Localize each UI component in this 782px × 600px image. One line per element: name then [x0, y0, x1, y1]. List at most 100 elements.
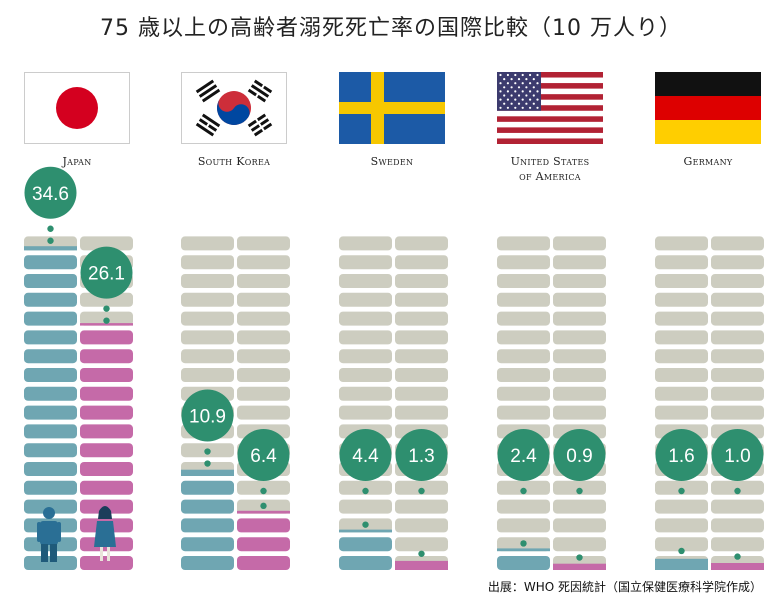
bar-segment-japan-1-10: [80, 368, 133, 382]
bar-segment-germany-0-10: [655, 368, 708, 382]
bar-segment-sweden-0-13: [339, 311, 392, 326]
bar-segment-south-korea-0-1: [181, 537, 234, 552]
bar-segment-sweden-0-14: [339, 292, 392, 307]
bar-segment-south-korea-0-17: [181, 236, 234, 251]
bar-partial-south-korea-0: [181, 469, 234, 476]
bar-segment-sweden-1-17: [395, 236, 448, 251]
bar-segment-united-states-of-america-1-1: [553, 537, 606, 552]
bar-segment-south-korea-1-8: [237, 405, 290, 420]
bar-segment-germany-0-17: [655, 236, 708, 251]
bar-segment-japan-0-12: [24, 330, 77, 345]
connector-dot-united-states-of-america-0: [520, 540, 527, 547]
value-label-japan-1: 26.1: [88, 264, 125, 285]
bar-segment-sweden-0-3: [339, 499, 392, 514]
connector-dot-japan-1: [103, 317, 110, 324]
bar-segment-germany-0-15: [655, 274, 708, 288]
bar-segment-japan-0-3: [24, 499, 77, 514]
south-korea-flag: [181, 72, 287, 144]
bar-partial-sweden-1: [395, 560, 448, 570]
bar-segment-united-states-of-america-1-16: [553, 255, 606, 270]
chart-title: 75 歳以上の高齢者溺死死亡率の国際比較（10 万人り）: [100, 16, 682, 41]
bar-segment-united-states-of-america-0-0: [497, 556, 550, 570]
bar-segment-sweden-0-10: [339, 368, 392, 382]
bar-segment-germany-0-1: [655, 537, 708, 552]
bar-segment-south-korea-1-13: [237, 311, 290, 326]
bar-segment-sweden-0-16: [339, 255, 392, 270]
connector-dot-germany-1: [734, 553, 741, 560]
bar-segment-japan-0-0: [24, 556, 77, 570]
bar-segment-germany-1-16: [711, 255, 764, 270]
value-label-south-korea-1: 6.4: [250, 446, 277, 467]
woman-icon: [94, 506, 116, 561]
bar-partial-united-states-of-america-0: [497, 548, 550, 552]
bar-segment-japan-1-4: [80, 480, 133, 495]
bar-segment-japan-0-13: [24, 311, 77, 326]
connector-dot-sweden-0: [362, 487, 369, 495]
bar-segment-south-korea-0-11: [181, 349, 234, 364]
bar-segment-sweden-1-3: [395, 499, 448, 514]
bar-segment-germany-1-13: [711, 311, 764, 326]
bar-segment-japan-1-5: [80, 462, 133, 476]
bar-segment-sweden-1-13: [395, 311, 448, 326]
bar-segment-united-states-of-america-1-17: [553, 236, 606, 251]
bar-segment-japan-0-10: [24, 368, 77, 382]
bar-segment-germany-0-8: [655, 405, 708, 420]
value-label-sweden-1: 1.3: [408, 446, 434, 467]
connector-dot-south-korea-1: [260, 502, 267, 510]
bar-segment-united-states-of-america-0-3: [497, 499, 550, 514]
bar-segment-germany-1-4: [711, 480, 764, 495]
bar-segment-japan-1-9: [80, 386, 133, 401]
value-label-united-states-of-america-1: 0.9: [566, 446, 592, 467]
bar-segment-sweden-1-14: [395, 292, 448, 307]
bar-segment-sweden-0-17: [339, 236, 392, 251]
bar-segment-sweden-1-1: [395, 537, 448, 552]
bar-segment-south-korea-1-0: [237, 556, 290, 570]
bar-segment-germany-1-1: [711, 537, 764, 552]
bar-segment-germany-1-3: [711, 499, 764, 514]
bar-segment-japan-0-11: [24, 349, 77, 364]
bar-segment-japan-1-8: [80, 405, 133, 420]
country-name-japan: Japan: [62, 155, 92, 168]
bar-segment-south-korea-0-2: [181, 518, 234, 533]
bar-segment-united-states-of-america-0-13: [497, 311, 550, 326]
bar-segment-south-korea-1-2: [237, 518, 290, 533]
bar-segment-germany-0-14: [655, 292, 708, 307]
bar-segment-sweden-1-9: [395, 386, 448, 401]
value-bubble-japan-1: [80, 246, 133, 299]
bar-segment-japan-1-7: [80, 424, 133, 439]
value-bubble-germany-1: [711, 429, 764, 481]
bar-segment-sweden-0-15: [339, 274, 392, 288]
bar-segment-germany-0-16: [655, 255, 708, 270]
bar-segment-sweden-1-15: [395, 274, 448, 288]
bar-segment-germany-1-15: [711, 274, 764, 288]
bar-segment-united-states-of-america-0-12: [497, 330, 550, 345]
bar-segment-sweden-0-8: [339, 405, 392, 420]
connector-dot-united-states-of-america-1: [576, 554, 583, 561]
japan-flag: [24, 72, 130, 144]
bar-segment-united-states-of-america-0-11: [497, 349, 550, 364]
bar-segment-south-korea-0-13: [181, 311, 234, 326]
bar-segment-germany-1-12: [711, 330, 764, 345]
bar-segment-germany-0-2: [655, 518, 708, 533]
bar-segment-south-korea-0-4: [181, 480, 234, 495]
bar-segment-sweden-0-12: [339, 330, 392, 345]
bar-segment-south-korea-1-12: [237, 330, 290, 345]
bar-segment-japan-0-4: [24, 480, 77, 495]
bar-segment-south-korea-1-9: [237, 386, 290, 401]
bar-segment-south-korea-0-16: [181, 255, 234, 270]
value-bubble-south-korea-1: [237, 429, 290, 481]
bar-segment-sweden-1-2: [395, 518, 448, 533]
bar-segment-japan-1-11: [80, 349, 133, 364]
bar-segment-germany-0-4: [655, 480, 708, 495]
value-bubble-sweden-1: [395, 429, 448, 481]
bar-segment-germany-1-14: [711, 292, 764, 307]
bar-segment-south-korea-1-16: [237, 255, 290, 270]
value-bubble-united-states-of-america-0: [497, 429, 550, 481]
bar-segment-united-states-of-america-1-12: [553, 330, 606, 345]
connector-dot-sweden-1: [418, 550, 425, 557]
bar-partial-sweden-0: [339, 529, 392, 533]
bar-segment-sweden-1-8: [395, 405, 448, 420]
bar-segment-japan-1-17: [80, 236, 133, 251]
bar-segment-sweden-0-11: [339, 349, 392, 364]
